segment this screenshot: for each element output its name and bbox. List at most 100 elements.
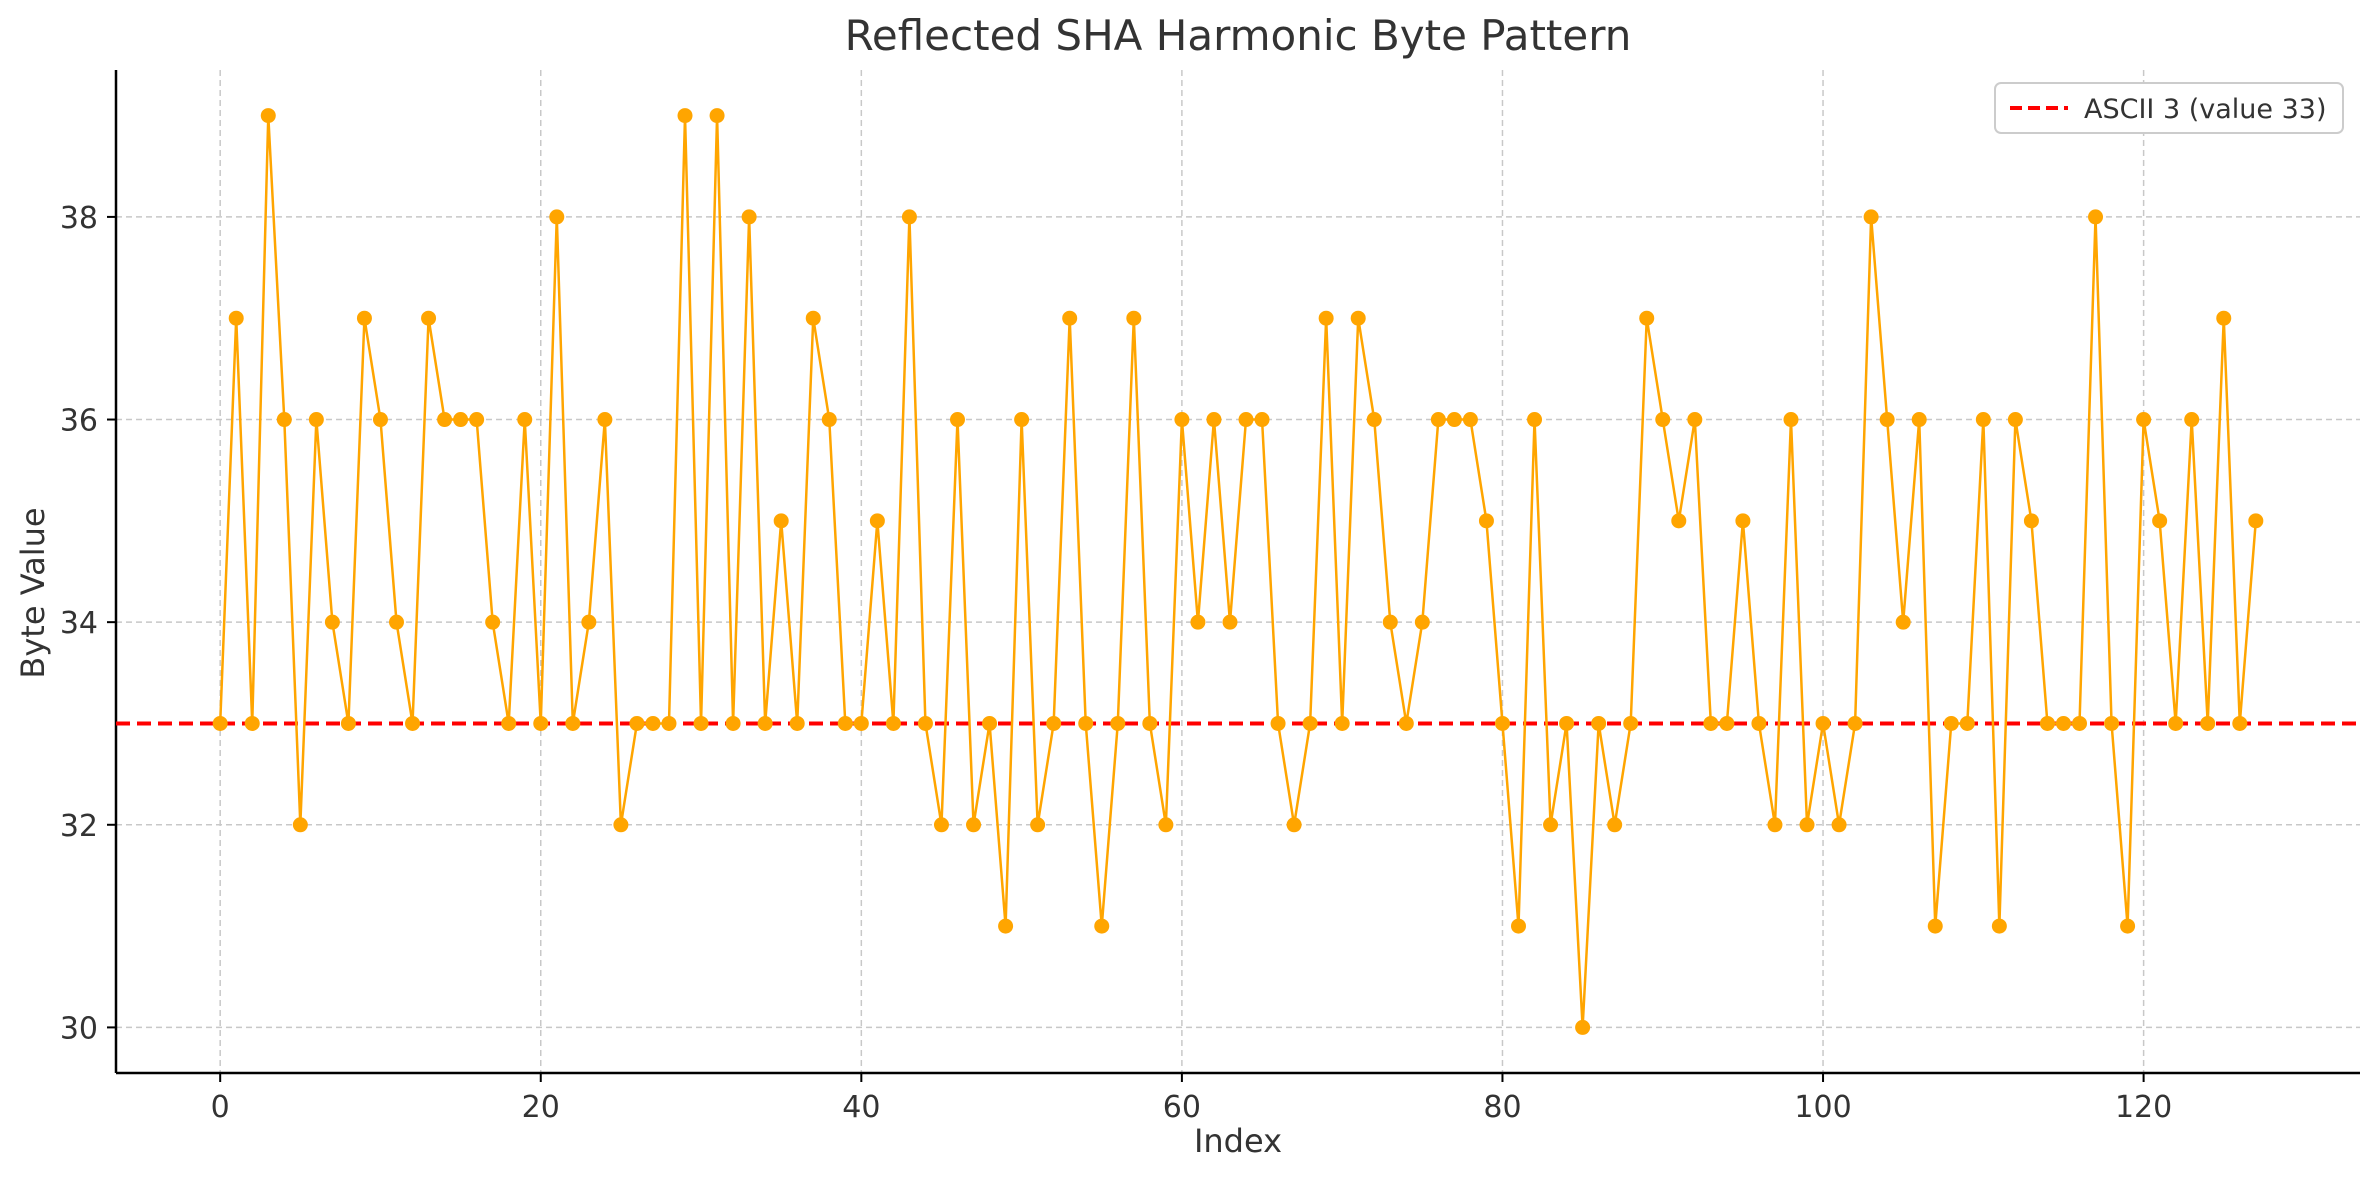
- data-point: [1687, 412, 1703, 428]
- data-point: [1863, 209, 1879, 225]
- data-point: [292, 817, 308, 833]
- data-point: [1126, 310, 1142, 326]
- data-point: [1671, 513, 1687, 529]
- data-point: [1927, 918, 1943, 934]
- legend-box: [1994, 82, 2344, 134]
- data-point: [1462, 412, 1478, 428]
- data-point: [1703, 715, 1719, 731]
- data-point: [1895, 614, 1911, 630]
- data-point: [1350, 310, 1366, 326]
- x-tick-label: 40: [842, 1090, 880, 1125]
- data-point: [1655, 412, 1671, 428]
- data-point: [1943, 715, 1959, 731]
- series-line: [218, 114, 2258, 1029]
- data-point: [789, 715, 805, 731]
- data-point: [485, 614, 501, 630]
- data-point: [613, 817, 629, 833]
- data-point: [1430, 412, 1446, 428]
- data-point: [1991, 918, 2007, 934]
- data-point: [1815, 715, 1831, 731]
- data-point: [982, 715, 998, 731]
- data-point: [565, 715, 581, 731]
- data-point: [1238, 412, 1254, 428]
- data-point: [1559, 715, 1575, 731]
- data-point: [2120, 918, 2136, 934]
- data-point: [2168, 715, 2184, 731]
- data-point: [1414, 614, 1430, 630]
- data-point: [917, 715, 933, 731]
- data-point: [1046, 715, 1062, 731]
- data-point: [1030, 817, 1046, 833]
- x-tick-label: 20: [522, 1090, 560, 1125]
- data-point: [677, 108, 693, 124]
- data-point: [1783, 412, 1799, 428]
- data-point: [805, 310, 821, 326]
- data-point: [1302, 715, 1318, 731]
- x-tick-label: 60: [1163, 1090, 1201, 1125]
- data-point: [308, 412, 324, 428]
- data-point: [1222, 614, 1238, 630]
- data-point: [1014, 412, 1030, 428]
- data-point: [757, 715, 773, 731]
- data-point: [2200, 715, 2216, 731]
- data-point: [725, 715, 741, 731]
- data-point: [1078, 715, 1094, 731]
- data-point: [2232, 715, 2248, 731]
- data-point: [501, 715, 517, 731]
- data-point: [276, 412, 292, 428]
- data-point: [372, 412, 388, 428]
- data-point: [950, 412, 965, 428]
- data-point: [709, 108, 725, 124]
- y-tick-label: 36: [60, 404, 98, 439]
- y-tick-label: 32: [60, 809, 98, 844]
- data-point: [2007, 412, 2023, 428]
- y-tick-label: 34: [60, 606, 98, 641]
- data-point: [837, 715, 853, 731]
- x-tick-label: 120: [2115, 1090, 2172, 1125]
- data-point: [2248, 513, 2264, 529]
- data-point: [933, 817, 949, 833]
- data-point: [244, 715, 260, 731]
- data-point: [421, 310, 437, 326]
- data-point: [741, 209, 757, 225]
- data-point: [1062, 310, 1078, 326]
- data-point: [1719, 715, 1735, 731]
- data-point: [2136, 412, 2152, 428]
- data-point: [2039, 715, 2055, 731]
- data-point: [405, 715, 421, 731]
- data-point: [885, 715, 901, 731]
- data-point: [533, 715, 549, 731]
- y-tick-label: 30: [60, 1011, 98, 1046]
- data-point: [356, 310, 372, 326]
- data-point: [1094, 918, 1110, 934]
- data-point: [1959, 715, 1975, 731]
- data-point: [821, 412, 837, 428]
- legend: ASCII 3 (value 33): [1994, 82, 2344, 134]
- axes: [114, 70, 2360, 1075]
- x-tick-label: 80: [1483, 1090, 1521, 1125]
- data-point: [2055, 715, 2071, 731]
- data-point: [2023, 513, 2039, 529]
- legend-entry-reference: ASCII 3 (value 33): [2084, 94, 2327, 125]
- data-point: [1799, 817, 1815, 833]
- data-point: [1494, 715, 1510, 731]
- data-point: [2152, 513, 2168, 529]
- data-point: [1847, 715, 1863, 731]
- data-point: [693, 715, 709, 731]
- data-point: [1142, 715, 1158, 731]
- data-point: [1446, 412, 1462, 428]
- data-point: [2104, 715, 2120, 731]
- data-point: [2216, 310, 2232, 326]
- data-point: [1735, 513, 1751, 529]
- data-point: [1366, 412, 1382, 428]
- data-point: [1591, 715, 1607, 731]
- data-point: [2072, 715, 2087, 731]
- data-point: [1975, 412, 1991, 428]
- chart-title: Reflected SHA Harmonic Byte Pattern: [845, 11, 1632, 60]
- data-point: [453, 412, 469, 428]
- data-point: [966, 817, 982, 833]
- data-point: [1382, 614, 1398, 630]
- data-point: [549, 209, 565, 225]
- data-point: [1398, 715, 1414, 731]
